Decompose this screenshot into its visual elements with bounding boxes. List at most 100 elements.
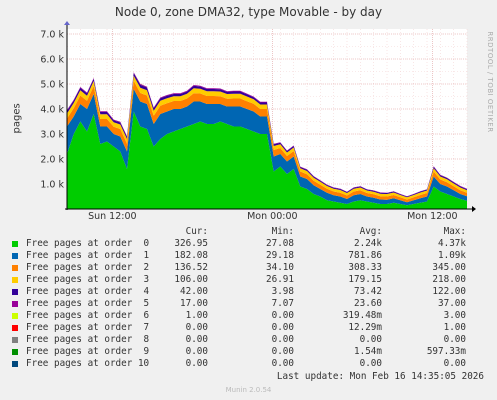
legend-series-name: Free pages at order 3: [26, 274, 150, 285]
legend-avg-value: 319.48m: [342, 310, 382, 321]
legend-series-name: Free pages at order 8: [26, 334, 150, 345]
last-update: Last update: Mon Feb 16 14:35:05 2026: [276, 371, 484, 382]
legend-cur-value: 136.52: [174, 262, 208, 273]
legend-avg-value: 12.29m: [348, 322, 382, 333]
legend-max-value: 1.00: [443, 322, 466, 333]
area-chart: 1.0 k 2.0 k 3.0 k 4.0 k 5.0 k 6.0 k 7.0 k Sun …: [40, 21, 476, 220]
munin-version: Munin 2.0.54: [225, 386, 272, 394]
legend-min-value: 3.98: [271, 286, 294, 297]
legend-header: Cur: Min: Avg: Max:: [12, 226, 492, 238]
legend-avg-value: 2.24k: [354, 238, 382, 249]
legend-row: Free pages at order 9 0.00 0.00 1.54m 597.33…: [12, 346, 492, 358]
legend-cur-value: 0.00: [185, 334, 208, 345]
legend-row: Free pages at order 0 326.95 27.08 2.24k 4.3…: [12, 238, 492, 250]
legend-min-value: 7.07: [271, 298, 294, 309]
legend-series-name: Free pages at order 6: [26, 310, 150, 321]
legend-row: Free pages at order 2 136.52 34.10 308.33 34…: [12, 262, 492, 274]
legend-series-name: Free pages at order 1: [26, 250, 150, 261]
legend-min-value: 0.00: [271, 322, 294, 333]
legend-row: Free pages at order 8 0.00 0.00 0.00 0.00: [12, 334, 492, 346]
legend-swatch: [12, 265, 18, 271]
legend-series-name: Free pages at order 4: [26, 286, 150, 297]
legend-swatch: [12, 301, 18, 307]
legend-series-name: Free pages at order 5: [26, 298, 150, 309]
legend-cur-value: 106.00: [174, 274, 208, 285]
legend-cur-value: 0.00: [185, 346, 208, 357]
legend-swatch: [12, 361, 18, 367]
legend-avg-value: 179.15: [348, 274, 382, 285]
legend-avg-value: 781.86: [348, 250, 382, 261]
legend-swatch: [12, 325, 18, 331]
y-tick-label-2: 3.0 k: [40, 130, 64, 141]
legend-min-value: 0.00: [271, 346, 294, 357]
legend-header-min: Min:: [271, 226, 294, 237]
legend-series-name: Free pages at order 2: [26, 262, 150, 273]
area-series-0: [67, 111, 467, 209]
legend-max-value: 4.37k: [438, 238, 466, 249]
x-tick-label-2: Mon 12:00: [407, 211, 457, 220]
legend-row: Free pages at order 7 0.00 0.00 12.29m 1.00: [12, 322, 492, 334]
legend-header-max: Max:: [443, 226, 466, 237]
x-tick-labels: Sun 12:00 Mon 00:00 Mon 12:00: [88, 211, 457, 220]
y-tick-label-0: 1.0 k: [40, 180, 64, 191]
legend-cur-value: 182.08: [174, 250, 208, 261]
legend-row: Free pages at order 4 42.00 3.98 73.42 122.0…: [12, 286, 492, 298]
y-tick-label-6: 7.0 k: [40, 30, 64, 41]
y-tick-label-3: 4.0 k: [40, 105, 64, 116]
legend-series-name: Free pages at order 10: [26, 358, 150, 369]
legend-min-value: 0.00: [271, 358, 294, 369]
legend-max-value: 218.00: [432, 274, 466, 285]
y-tick-labels: 1.0 k 2.0 k 3.0 k 4.0 k 5.0 k 6.0 k 7.0 k: [40, 30, 64, 191]
y-tick-label-1: 2.0 k: [40, 155, 64, 166]
legend-swatch: [12, 253, 18, 259]
legend-max-value: 37.00: [438, 298, 466, 309]
legend-min-value: 34.10: [266, 262, 294, 273]
x-tick-label-1: Mon 00:00: [247, 211, 297, 220]
legend-min-value: 29.18: [266, 250, 294, 261]
legend-row: Free pages at order 10 0.00 0.00 0.00 0.00: [12, 358, 492, 370]
legend-rows: Free pages at order 0 326.95 27.08 2.24k 4.3…: [12, 238, 492, 370]
legend-swatch: [12, 337, 18, 343]
legend-swatch: [12, 349, 18, 355]
legend-max-value: 0.00: [443, 358, 466, 369]
legend-swatch: [12, 313, 18, 319]
legend-row: Free pages at order 6 1.00 0.00 319.48m 3.00: [12, 310, 492, 322]
legend-swatch: [12, 241, 18, 247]
legend-max-value: 122.00: [432, 286, 466, 297]
legend-avg-value: 0.00: [359, 334, 382, 345]
legend-header-avg: Avg:: [359, 226, 382, 237]
legend-swatch: [12, 289, 18, 295]
legend-min-value: 27.08: [266, 238, 294, 249]
legend-min-value: 0.00: [271, 310, 294, 321]
legend-max-value: 3.00: [443, 310, 466, 321]
legend-max-value: 597.33m: [426, 346, 466, 357]
x-tick-label-0: Sun 12:00: [88, 211, 136, 220]
legend-avg-value: 23.60: [354, 298, 382, 309]
legend-cur-value: 17.00: [180, 298, 208, 309]
legend-avg-value: 1.54m: [354, 346, 382, 357]
legend-min-value: 26.91: [266, 274, 294, 285]
y-axis-arrow: [64, 21, 70, 25]
legend-swatch: [12, 277, 18, 283]
legend-avg-value: 308.33: [348, 262, 382, 273]
legend-cur-value: 326.95: [174, 238, 208, 249]
legend-max-value: 1.09k: [438, 250, 466, 261]
area-series-2: [67, 80, 467, 203]
legend-avg-value: 0.00: [359, 358, 382, 369]
legend-series-name: Free pages at order 9: [26, 346, 150, 357]
area-series-1: [67, 89, 467, 206]
legend-row: Free pages at order 3 106.00 26.91 179.15 21…: [12, 274, 492, 286]
legend-row: Free pages at order 1 182.08 29.18 781.86 1.…: [12, 250, 492, 262]
legend-min-value: 0.00: [271, 334, 294, 345]
legend-row: Free pages at order 5 17.00 7.07 23.60 37.00: [12, 298, 492, 310]
x-axis-arrow: [472, 206, 476, 212]
y-tick-label-5: 6.0 k: [40, 55, 64, 66]
legend-cur-value: 42.00: [180, 286, 208, 297]
legend: Cur: Min: Avg: Max: Free pages at order …: [12, 226, 492, 370]
chart-title: Node 0, zone DMA32, type Movable - by da…: [114, 5, 383, 19]
legend-max-value: 345.00: [432, 262, 466, 273]
legend-max-value: 0.00: [443, 334, 466, 345]
legend-series-name: Free pages at order 0: [26, 238, 150, 249]
legend-avg-value: 73.42: [354, 286, 382, 297]
series-areas: [67, 72, 467, 209]
